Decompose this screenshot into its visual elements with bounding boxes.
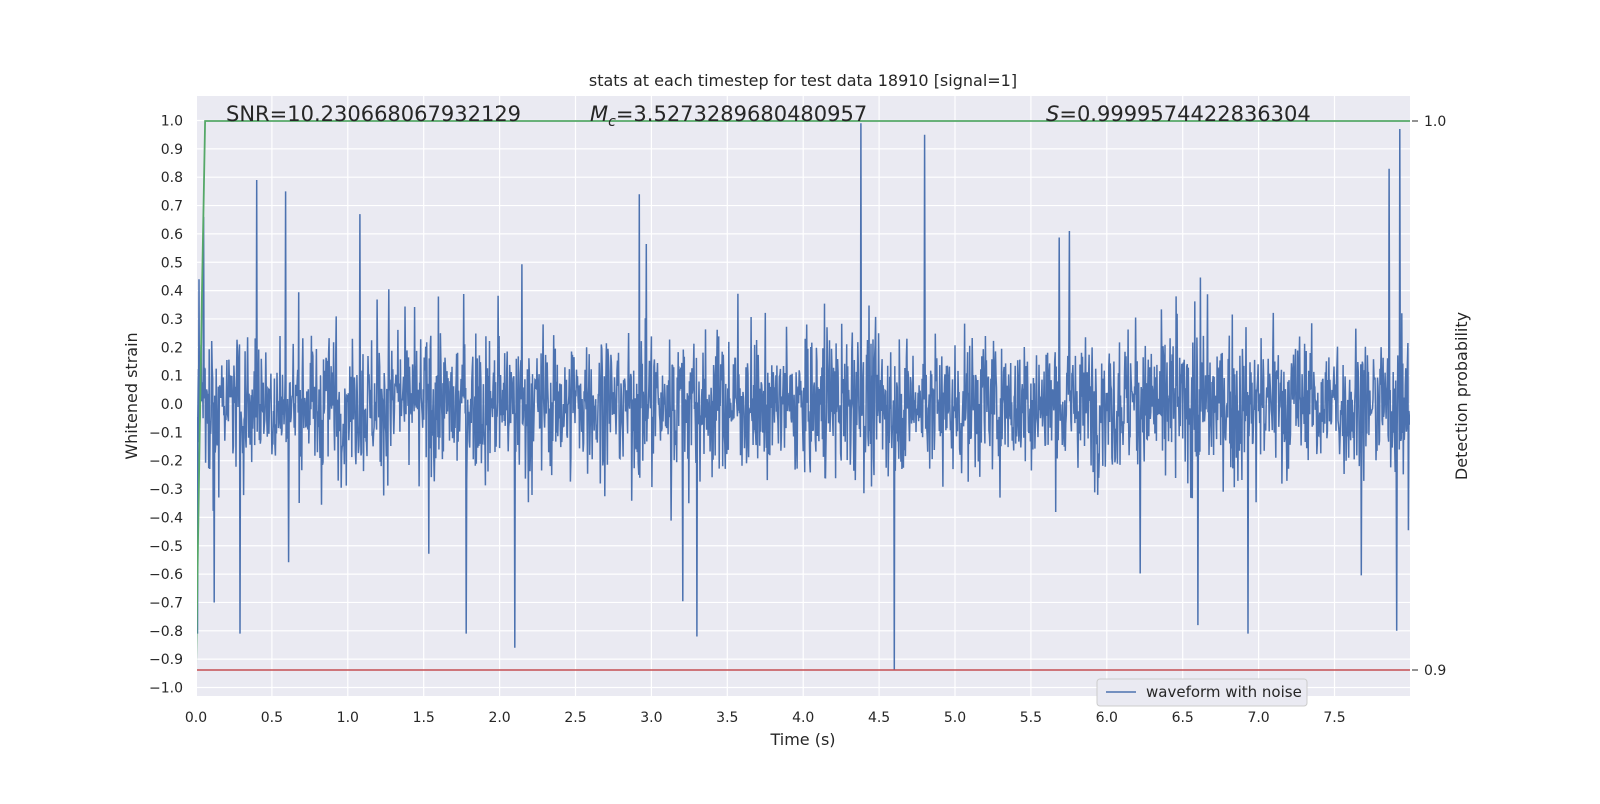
y-tick-label: −0.9 — [149, 652, 183, 668]
y-tick-label: 0.7 — [161, 199, 183, 215]
y-tick-label: 0.8 — [161, 170, 183, 186]
y-tick-label: 0.1 — [161, 369, 183, 385]
x-tick-label: 4.5 — [868, 710, 890, 726]
y-tick-label: −0.4 — [149, 510, 183, 526]
right-tick-labels: 1.0 0.9 — [1412, 114, 1446, 679]
x-tick-label: 4.0 — [792, 710, 814, 726]
y-tick-label: −1.0 — [149, 681, 183, 697]
right-axis-label: Detection probability — [1452, 312, 1471, 480]
detection-score-annotation: S=0.9999574422836304 — [1046, 102, 1311, 126]
y-tick-label: 0.9 — [161, 142, 183, 158]
chart-title: stats at each timestep for test data 189… — [589, 71, 1017, 90]
x-tick-label: 1.0 — [337, 710, 359, 726]
legend-label: waveform with noise — [1146, 683, 1302, 701]
y-tick-label: −0.7 — [149, 595, 183, 611]
x-tick-label: 6.0 — [1096, 710, 1118, 726]
x-tick-label: 5.0 — [944, 710, 966, 726]
y-tick-label: −0.8 — [149, 624, 183, 640]
x-tick-label: 6.5 — [1172, 710, 1194, 726]
y-tick-label: −0.3 — [149, 482, 183, 498]
x-tick-label: 0.0 — [185, 710, 207, 726]
right-tick-label: 1.0 — [1424, 114, 1446, 130]
x-tick-label: 0.5 — [261, 710, 283, 726]
y-tick-labels: 1.0 0.9 0.8 0.7 0.6 0.5 0.4 0.3 0.2 0.1 0.0 −0.1 −0.… — [149, 114, 183, 697]
y-tick-label: 0.0 — [161, 397, 183, 413]
x-tick-label: 2.0 — [488, 710, 510, 726]
x-tick-label: 3.5 — [716, 710, 738, 726]
legend-box — [1096, 678, 1308, 707]
x-tick-label: 7.5 — [1323, 710, 1345, 726]
y-tick-label: 0.3 — [161, 312, 183, 328]
y-tick-label: −0.1 — [149, 425, 183, 441]
y-tick-label: 0.2 — [161, 340, 183, 356]
waveform-line — [197, 123, 1410, 671]
chirp-mass-annotation: Mc=3.5273289680480957 — [590, 102, 867, 130]
y-axis-label: Whitened strain — [122, 332, 141, 459]
y-tick-label: −0.2 — [149, 454, 183, 470]
y-tick-label: −0.6 — [149, 567, 183, 583]
y-tick-label: 0.6 — [161, 227, 183, 243]
x-tick-labels: 0.0 0.5 1.0 1.5 2.0 2.5 3.0 3.5 4.0 4.5 5.0 5.5 6.0 6… — [185, 710, 1346, 726]
x-tick-label: 1.5 — [413, 710, 435, 726]
y-tick-label: −0.5 — [149, 539, 183, 555]
x-tick-label: 3.0 — [640, 710, 662, 726]
y-tick-label: 0.5 — [161, 255, 183, 271]
y-tick-label: 0.4 — [161, 284, 183, 300]
x-tick-label: 5.5 — [1020, 710, 1042, 726]
detection-probability-line — [197, 120, 1410, 664]
snr-annotation: SNR=10.230668067932129 — [226, 102, 521, 126]
x-tick-label: 2.5 — [564, 710, 586, 726]
legend: waveform with noise — [1096, 678, 1308, 707]
x-tick-label: 7.0 — [1247, 710, 1269, 726]
right-tick-label: 0.9 — [1424, 663, 1446, 679]
y-tick-label: 1.0 — [161, 114, 183, 130]
x-axis-label: Time (s) — [769, 730, 835, 749]
